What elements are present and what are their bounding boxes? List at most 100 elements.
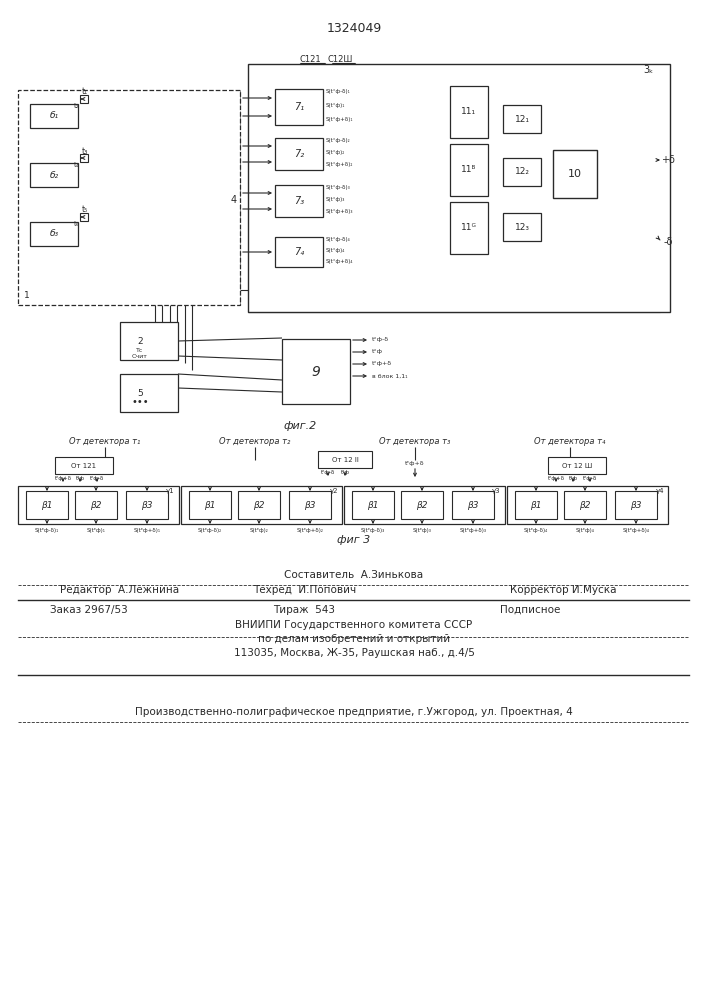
Bar xyxy=(275,237,323,267)
Bar xyxy=(289,491,331,519)
Text: γ1: γ1 xyxy=(166,488,175,494)
Text: От детектора т₄: От детектора т₄ xyxy=(534,438,606,446)
Text: β3: β3 xyxy=(304,500,316,510)
Bar xyxy=(30,222,78,246)
Text: фиг 3: фиг 3 xyxy=(337,535,370,545)
Text: Производственно-полиграфическое предприятие, г.Ужгород, ул. Проектная, 4: Производственно-полиграфическое предприя… xyxy=(135,707,573,717)
Text: От детектора т₃: От детектора т₃ xyxy=(380,438,450,446)
Text: Заказ 2967/53: Заказ 2967/53 xyxy=(50,605,128,615)
Bar xyxy=(275,138,323,170)
Text: б₂: б₂ xyxy=(49,170,59,180)
Text: 12₂: 12₂ xyxy=(515,167,530,176)
Text: 3ₖ: 3ₖ xyxy=(643,65,653,75)
Text: S(t°ф-δ)₄: S(t°ф-δ)₄ xyxy=(326,237,351,242)
Bar xyxy=(189,491,231,519)
Text: 11₁: 11₁ xyxy=(462,107,477,116)
Text: Редактор  А.Лежнина: Редактор А.Лежнина xyxy=(60,585,179,595)
Text: β3: β3 xyxy=(141,500,153,510)
Bar xyxy=(248,64,670,312)
Text: S(tᵉф-δ)₃: S(tᵉф-δ)₃ xyxy=(361,528,385,533)
Text: tᵉф-δ: tᵉф-δ xyxy=(321,470,335,475)
Bar xyxy=(352,491,394,519)
Text: С121: С121 xyxy=(299,55,321,64)
Bar xyxy=(450,202,488,254)
Bar xyxy=(450,144,488,196)
Text: Подписное: Подписное xyxy=(500,605,561,615)
Text: С12Ш: С12Ш xyxy=(327,55,353,64)
Text: t°ф: t°ф xyxy=(372,350,383,355)
Text: S(t°ф-δ)₂: S(t°ф-δ)₂ xyxy=(326,138,351,143)
Bar xyxy=(55,457,113,474)
Text: β1: β1 xyxy=(204,500,216,510)
Bar xyxy=(452,491,494,519)
Bar xyxy=(18,486,179,524)
Bar xyxy=(120,374,178,412)
Text: S(tᵉф-δ)₁: S(tᵉф-δ)₁ xyxy=(35,528,59,533)
Text: tᵉф+δ: tᵉф+δ xyxy=(547,476,565,481)
Text: S(tᵉф)₄: S(tᵉф)₄ xyxy=(575,528,595,533)
Text: S(tᵉф)₃: S(tᵉф)₃ xyxy=(412,528,431,533)
Bar xyxy=(30,104,78,128)
Text: 4: 4 xyxy=(231,195,237,205)
Text: Составитель  А.Зинькова: Составитель А.Зинькова xyxy=(284,570,423,580)
Text: 2: 2 xyxy=(137,336,143,346)
Text: t₃: t₃ xyxy=(82,146,88,155)
Bar xyxy=(503,158,541,186)
Bar xyxy=(564,491,606,519)
Text: б₃: б₃ xyxy=(49,230,59,238)
Text: t°ф+δ: t°ф+δ xyxy=(372,361,392,366)
Text: t₅: t₅ xyxy=(82,206,88,215)
Text: S(t°ф)₄: S(t°ф)₄ xyxy=(326,248,346,253)
Bar xyxy=(318,451,372,468)
Text: S(t°ф-δ)₁: S(t°ф-δ)₁ xyxy=(326,89,351,94)
Bar xyxy=(503,213,541,241)
Bar xyxy=(18,90,240,305)
Bar xyxy=(75,491,117,519)
Text: tᵉф: tᵉф xyxy=(568,476,578,481)
Bar xyxy=(507,486,668,524)
Text: tᵉф: tᵉф xyxy=(76,476,85,481)
Text: 11ᴮ: 11ᴮ xyxy=(461,165,477,174)
Bar xyxy=(275,89,323,125)
Text: S(tᵉф+δ)₃: S(tᵉф+δ)₃ xyxy=(460,528,486,533)
Text: 9: 9 xyxy=(312,365,320,379)
Text: t₄: t₄ xyxy=(74,162,79,168)
Text: 1324049: 1324049 xyxy=(327,21,382,34)
Text: От детектора т₂: От детектора т₂ xyxy=(219,438,291,446)
Text: tᵉф-δ: tᵉф-δ xyxy=(90,476,104,481)
Text: в блок 1,1₁: в блок 1,1₁ xyxy=(372,373,408,378)
Bar xyxy=(238,491,280,519)
Text: β3: β3 xyxy=(467,500,479,510)
Text: 7₃: 7₃ xyxy=(294,196,304,206)
Text: 7₁: 7₁ xyxy=(294,102,304,112)
Bar xyxy=(615,491,657,519)
Text: t₂: t₂ xyxy=(74,103,79,109)
Text: Тc: Тc xyxy=(136,348,144,353)
Text: 12₁: 12₁ xyxy=(515,114,530,123)
Text: γ4: γ4 xyxy=(655,488,664,494)
Bar xyxy=(80,95,88,103)
Bar xyxy=(275,185,323,217)
Text: 7₂: 7₂ xyxy=(294,149,304,159)
Text: S(tᵉф-δ)₂: S(tᵉф-δ)₂ xyxy=(198,528,222,533)
Text: Тираж  543: Тираж 543 xyxy=(273,605,335,615)
Text: S(t°ф-δ)₃: S(t°ф-δ)₃ xyxy=(326,185,351,190)
Text: фиг.2: фиг.2 xyxy=(284,421,317,431)
Text: Техред  И.Попович: Техред И.Попович xyxy=(253,585,356,595)
Bar xyxy=(30,163,78,187)
Text: S(tᵉф-δ)₄: S(tᵉф-δ)₄ xyxy=(524,528,548,533)
Bar xyxy=(503,105,541,133)
Text: β2: β2 xyxy=(253,500,264,510)
Text: ВНИИПИ Государственного комитета СССР: ВНИИПИ Государственного комитета СССР xyxy=(235,620,472,630)
Text: β2: β2 xyxy=(90,500,102,510)
Bar xyxy=(80,213,88,221)
Text: γ3: γ3 xyxy=(492,488,501,494)
Text: tᵉф: tᵉф xyxy=(341,470,349,475)
Text: 5: 5 xyxy=(137,388,143,397)
Text: б₁: б₁ xyxy=(49,111,59,120)
Text: S(tᵉф)₂: S(tᵉф)₂ xyxy=(250,528,269,533)
Bar xyxy=(553,150,597,198)
Text: t₁: t₁ xyxy=(82,88,88,97)
Text: +δ: +δ xyxy=(661,155,675,165)
Text: t₆: t₆ xyxy=(74,221,79,227)
